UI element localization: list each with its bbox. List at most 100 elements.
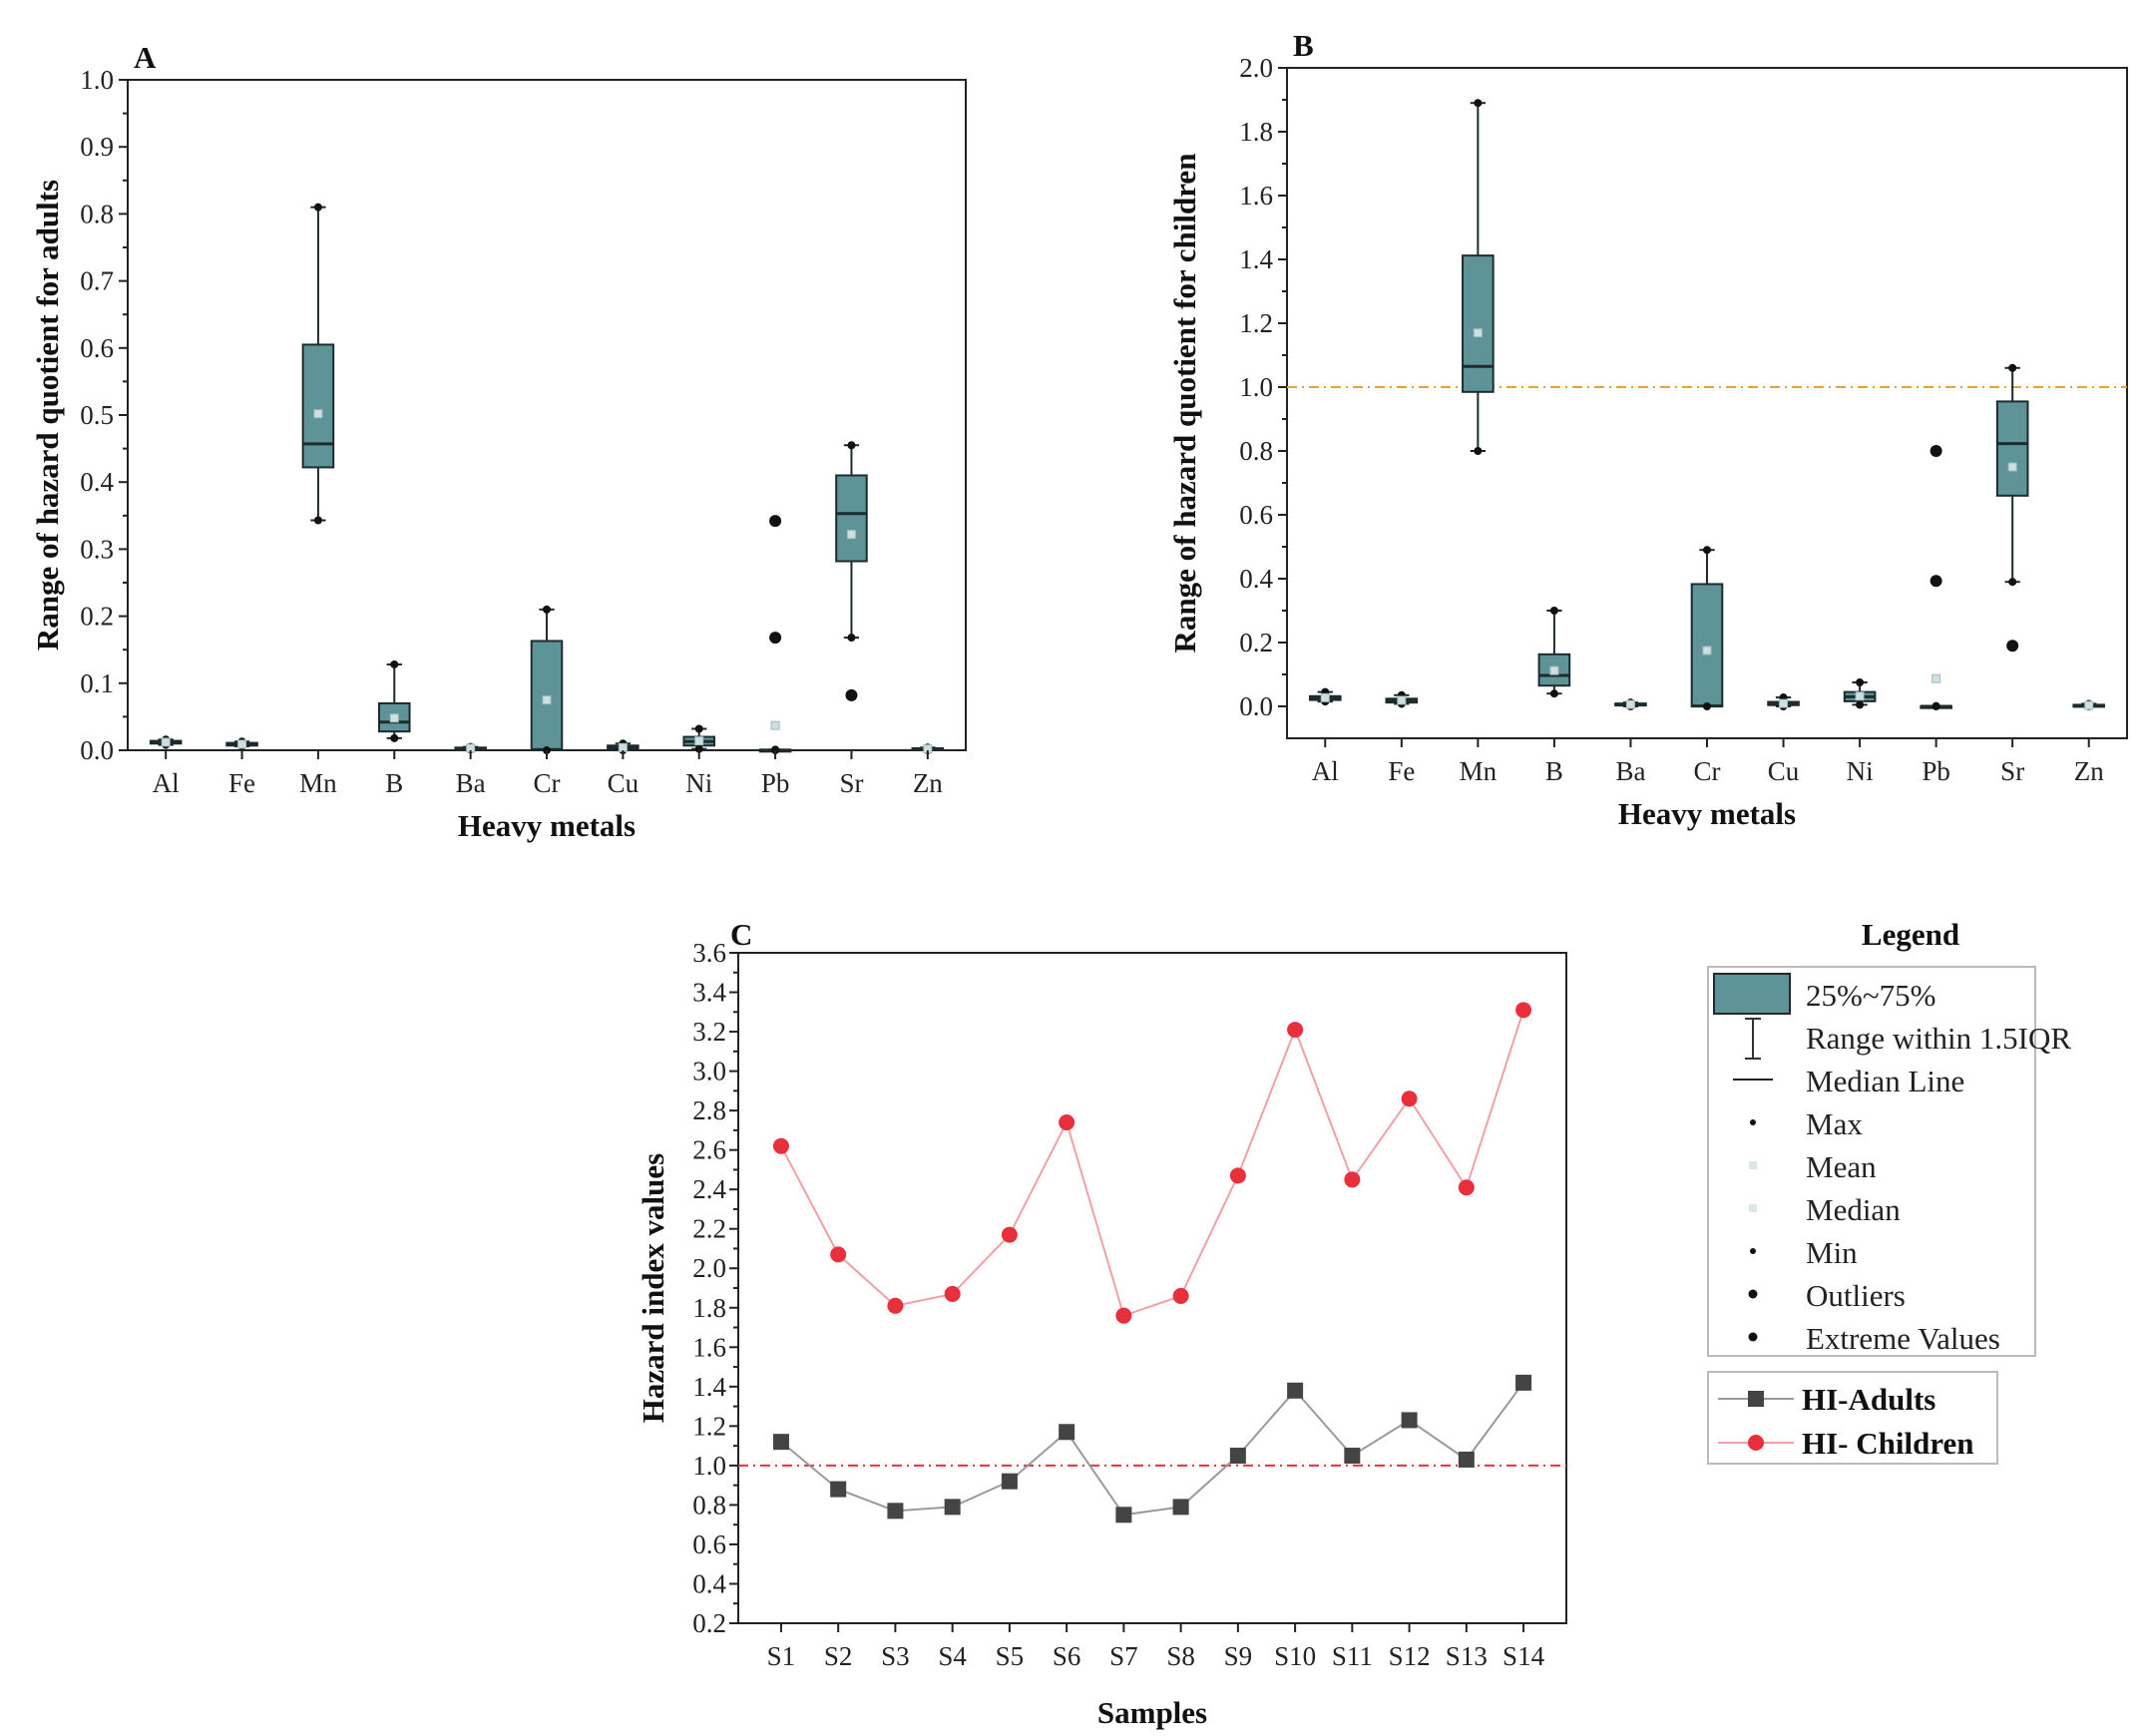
y-tick-label: 0.2 [692,1608,726,1638]
box-ba [454,742,487,754]
data-point [830,1481,847,1498]
iqr-box [1690,583,1724,707]
legend-item-label: Range within 1.5IQR [1806,1021,2071,1056]
x-tick-label: S7 [1109,1641,1138,1671]
y-tick-label: 0.6 [1239,500,1273,530]
data-point [1401,1090,1418,1107]
max-marker [1474,99,1483,108]
max-marker [313,203,322,212]
x-tick-label: B [385,768,403,798]
x-tick-label: Fe [228,768,255,798]
y-tick-label: 0.1 [80,668,114,698]
y-tick-label: 0.8 [80,199,114,228]
data-point [1287,1382,1304,1399]
data-point [1115,1507,1132,1523]
y-axis-title: Hazard index values [636,1153,670,1423]
x-tick-label: Al [153,768,180,798]
legend-box-stats: Legend 25%~75% Range within 1.5IQR Median … [1707,917,2071,1357]
x-tick-label: S11 [1332,1641,1373,1671]
y-tick-label: 0.9 [80,132,114,162]
mean-marker [313,409,323,419]
legend-item-label: Median Line [1806,1064,1964,1098]
legend-swatch-light [1749,1204,1757,1212]
box-mn [301,203,335,525]
box-cu [1767,693,1800,710]
data-point [772,1434,789,1451]
box-fe [1385,690,1419,708]
x-tick-label: S1 [767,1641,796,1671]
max-marker [1703,546,1711,555]
series-hi-adults [772,1374,1532,1523]
outlier-point [1929,575,1942,588]
data-point [944,1499,961,1516]
data-point [1001,1226,1018,1243]
series-line [780,1010,1525,1317]
outlier-point [845,688,858,701]
panel-label: B [1293,28,1314,63]
y-tick-label: 0.2 [80,602,114,632]
data-point [887,1297,904,1314]
x-tick-label: S2 [824,1641,853,1671]
panel-a: A 0.0 0.1 0.2 0.3 0.4 0.5 0.6 0.7 0.8 0.9 1.0 Al Fe Mn… [30,40,967,843]
plot-frame [737,952,1567,1624]
mean-marker [161,737,171,747]
y-tick-label: 0.3 [80,534,114,564]
data-point [1229,1448,1246,1464]
min-marker [847,634,856,643]
x-tick-label: Cr [534,768,561,798]
legend-series-items: HI-Adults HI- Children [1718,1382,1974,1461]
legend-item-label: Outliers [1806,1278,1906,1313]
x-tick-label: S13 [1446,1641,1488,1671]
y-tick-label: 2.0 [692,1253,726,1283]
x-tick-label: Pb [761,768,790,798]
outlier-point [769,632,782,645]
series-hi-children [772,1002,1532,1324]
data-point [1458,1179,1475,1196]
legend-title: Legend [1862,917,1959,952]
min-marker [1856,700,1865,709]
legend-item-label: Min [1806,1235,1858,1270]
mean-marker [542,695,552,705]
iqr-box [1995,400,2029,497]
mean-marker [1625,699,1635,709]
y-tick-label: 1.4 [692,1372,726,1402]
legend-box-items: 25%~75% Range within 1.5IQR Median Line Max… [1713,973,2071,1356]
x-tick-label: Sr [2000,756,2024,786]
min-marker [1703,702,1711,710]
mean-marker [1779,698,1789,708]
legend-swatch-point [1748,1332,1758,1342]
box-cr [530,605,564,754]
y-tick-label: 1.2 [1239,308,1273,338]
data-point [1001,1473,1018,1490]
max-marker [1549,607,1558,615]
x-tick-label: Ni [685,768,712,798]
panel-label: C [730,917,752,952]
data-point [1287,1022,1304,1039]
x-axis-title: Heavy metals [1618,796,1796,831]
x-tick-label: Cu [608,768,640,798]
min-marker [313,516,322,525]
legend-item-label: Median [1806,1192,1901,1227]
y-tick-label: 1.6 [1239,181,1273,211]
x-tick-label: S5 [996,1641,1025,1671]
x-tick-label: S6 [1053,1641,1081,1671]
box-cr [1690,546,1724,710]
data-point [772,1137,789,1154]
mean-marker [1473,328,1483,338]
outlier-point [2006,640,2019,652]
y-axis-title: Range of hazard quotient for children [1167,154,1202,653]
data-point [1059,1424,1075,1441]
mean-marker [1702,646,1712,655]
series-legend-frame [1707,1371,1998,1465]
y-tick-label: 1.8 [692,1293,726,1323]
x-tick-label: Pb [1922,756,1950,786]
iqr-box [378,701,411,733]
y-tick-label: 0.0 [80,735,114,765]
data-point [1172,1287,1189,1304]
y-tick-label: 3.0 [692,1057,726,1086]
outlier-point [1929,445,1942,457]
legend-series-marker [1748,1435,1764,1451]
y-tick-label: 1.4 [1239,244,1273,274]
y-tick-label: 2.0 [1239,53,1273,83]
box-cu [607,739,640,754]
